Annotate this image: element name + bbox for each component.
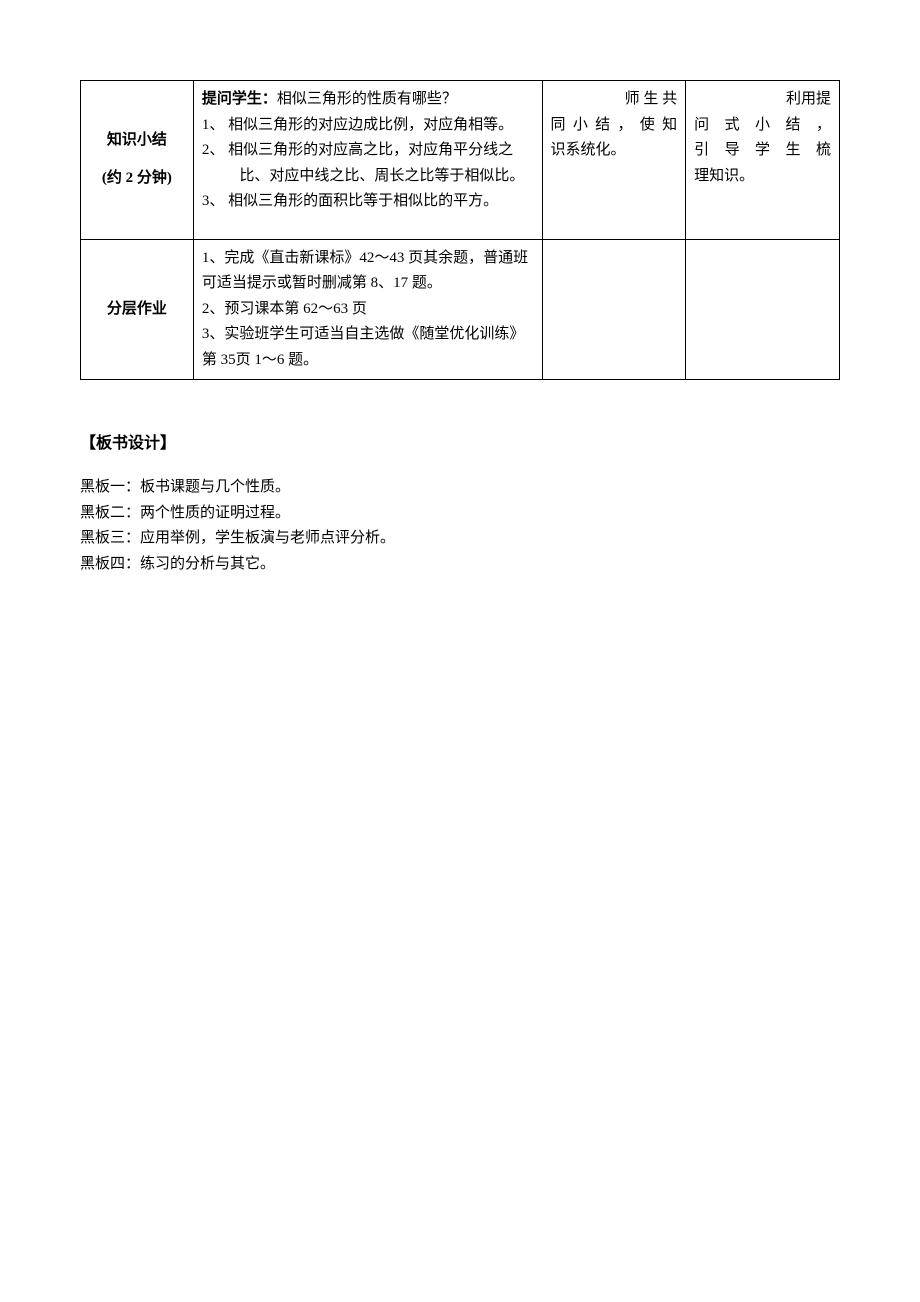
purpose-cell	[542, 239, 686, 380]
col4-line: 利用提	[694, 87, 831, 113]
content-list: 1、 相似三角形的对应边成比例，对应角相等。 2、 相似三角形的对应高之比，对应…	[202, 113, 534, 215]
content-question-line: 提问学生：相似三角形的性质有哪些？	[202, 87, 534, 113]
table-row: 知识小结 (约 2 分钟) 提问学生：相似三角形的性质有哪些？ 1、 相似三角形…	[81, 81, 840, 240]
content-cell: 提问学生：相似三角形的性质有哪些？ 1、 相似三角形的对应边成比例，对应角相等。…	[193, 81, 542, 240]
note-cell	[686, 239, 840, 380]
content-question: 相似三角形的性质有哪些？	[277, 91, 457, 107]
list-item: 3、 相似三角形的面积比等于相似比的平方。	[202, 189, 534, 215]
header-line2: (约 2 分钟)	[89, 160, 185, 198]
content-cell: 1、完成《直击新课标》42～43 页其余题，普通班可适当提示或暂时删减第 8、1…	[193, 239, 542, 380]
lesson-table: 知识小结 (约 2 分钟) 提问学生：相似三角形的性质有哪些？ 1、 相似三角形…	[80, 80, 840, 380]
note-cell: 利用提 问式小结， 引导学生梳 理知识。	[686, 81, 840, 240]
purpose-cell: 师 生 共 同小结，使知 识系统化。	[542, 81, 686, 240]
col4-line: 理知识。	[694, 164, 831, 190]
section-header: 【板书设计】	[80, 430, 840, 457]
blackboard-line: 黑板四：练习的分析与其它。	[80, 552, 840, 578]
col3-line: 师 生 共	[551, 87, 678, 113]
row-header-cell: 知识小结 (约 2 分钟)	[81, 81, 194, 240]
blackboard-design: 黑板一：板书课题与几个性质。 黑板二：两个性质的证明过程。 黑板三：应用举例，学…	[80, 475, 840, 577]
header-line: 分层作业	[89, 297, 185, 323]
table-row: 分层作业 1、完成《直击新课标》42～43 页其余题，普通班可适当提示或暂时删减…	[81, 239, 840, 380]
col4-line: 问式小结，	[694, 113, 831, 139]
list-item: 1、 相似三角形的对应边成比例，对应角相等。	[202, 113, 534, 139]
header-line1: 知识小结	[89, 122, 185, 160]
list-item: 2、预习课本第 62～63 页	[202, 297, 534, 323]
blackboard-line: 黑板三：应用举例，学生板演与老师点评分析。	[80, 526, 840, 552]
col3-line: 识系统化。	[551, 138, 678, 164]
col3-line: 同小结，使知	[551, 113, 678, 139]
row-header-cell: 分层作业	[81, 239, 194, 380]
spacer	[202, 215, 534, 233]
list-item: 1、完成《直击新课标》42～43 页其余题，普通班可适当提示或暂时删减第 8、1…	[202, 246, 534, 297]
content-lead: 提问学生：	[202, 91, 277, 107]
col4-line: 引导学生梳	[694, 138, 831, 164]
blackboard-line: 黑板二：两个性质的证明过程。	[80, 501, 840, 527]
list-item: 2、 相似三角形的对应高之比，对应角平分线之比、对应中线之比、周长之比等于相似比…	[202, 138, 534, 189]
blackboard-line: 黑板一：板书课题与几个性质。	[80, 475, 840, 501]
list-item: 3、实验班学生可适当自主选做《随堂优化训练》第 35页 1～6 题。	[202, 322, 534, 373]
